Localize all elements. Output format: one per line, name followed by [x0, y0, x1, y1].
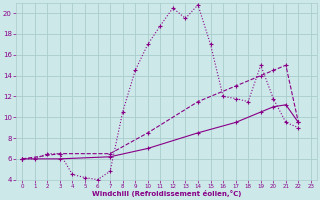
X-axis label: Windchill (Refroidissement éolien,°C): Windchill (Refroidissement éolien,°C): [92, 190, 241, 197]
